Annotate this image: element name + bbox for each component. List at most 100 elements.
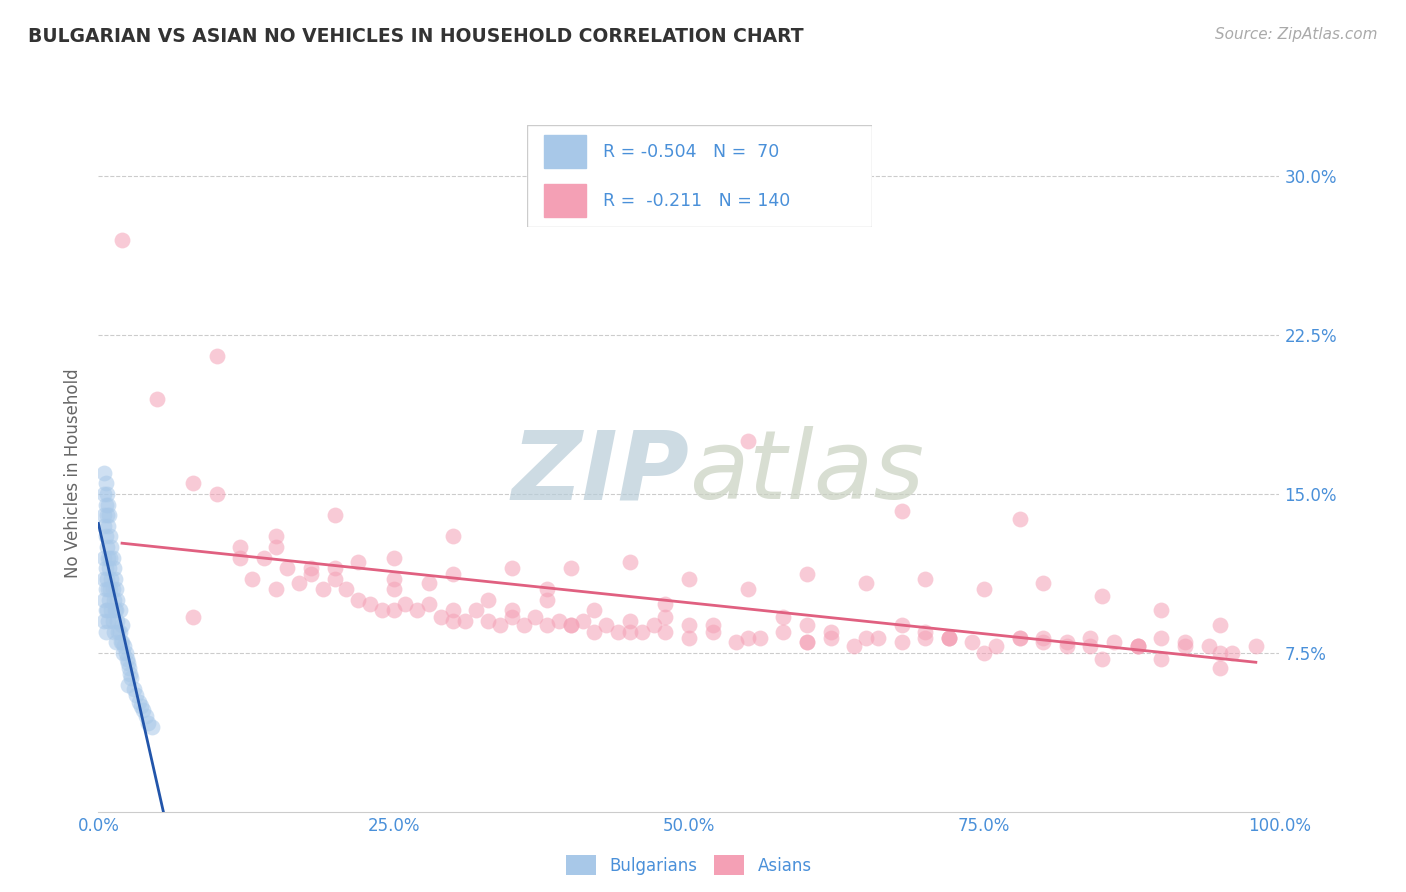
Point <box>406 603 429 617</box>
Point <box>105 603 128 617</box>
Point <box>855 576 877 591</box>
Point <box>93 614 115 628</box>
Point <box>654 624 676 639</box>
Point <box>702 618 724 632</box>
Point <box>890 635 912 649</box>
Point <box>512 618 534 632</box>
Point <box>855 631 877 645</box>
Point <box>105 592 128 607</box>
Point <box>1126 640 1149 654</box>
Text: BULGARIAN VS ASIAN NO VEHICLES IN HOUSEHOLD CORRELATION CHART: BULGARIAN VS ASIAN NO VEHICLES IN HOUSEH… <box>28 27 804 45</box>
Point <box>548 614 571 628</box>
Point <box>619 555 641 569</box>
Point <box>796 635 818 649</box>
Point <box>104 572 127 586</box>
Point <box>1080 631 1102 645</box>
Point <box>94 476 117 491</box>
Point <box>97 498 120 512</box>
Point <box>96 508 118 523</box>
Point <box>101 550 124 565</box>
Point <box>725 635 748 649</box>
Point <box>93 592 115 607</box>
Point <box>465 603 488 617</box>
Point <box>772 610 794 624</box>
Point <box>93 572 115 586</box>
Point <box>619 624 641 639</box>
Point <box>654 597 676 611</box>
Y-axis label: No Vehicles in Household: No Vehicles in Household <box>65 368 83 578</box>
Point <box>1220 646 1243 660</box>
Point <box>347 555 370 569</box>
Point <box>441 529 464 543</box>
Point <box>94 582 117 597</box>
Point <box>1174 635 1197 649</box>
Point <box>737 434 759 448</box>
Point <box>103 592 125 607</box>
Point <box>94 603 117 617</box>
Point <box>111 233 134 247</box>
Point <box>94 529 117 543</box>
Point <box>98 592 121 607</box>
Point <box>94 561 117 575</box>
Point <box>938 631 960 645</box>
Point <box>117 678 139 692</box>
Point <box>112 646 135 660</box>
Point <box>1198 640 1220 654</box>
Point <box>619 614 641 628</box>
Point <box>560 561 582 575</box>
Point <box>382 582 405 597</box>
Point <box>962 635 984 649</box>
Point <box>97 518 120 533</box>
Point <box>441 603 464 617</box>
Bar <box>544 136 586 168</box>
Point <box>114 646 136 660</box>
Point <box>1126 640 1149 654</box>
Point <box>560 618 582 632</box>
Point <box>501 610 523 624</box>
Point <box>501 603 523 617</box>
Point <box>1244 640 1267 654</box>
Point <box>105 635 128 649</box>
Text: atlas: atlas <box>689 426 924 519</box>
Point <box>299 561 322 575</box>
Point <box>1150 603 1173 617</box>
Point <box>96 572 118 586</box>
Point <box>264 582 287 597</box>
Point <box>820 624 842 639</box>
Point <box>524 610 547 624</box>
Point <box>98 529 121 543</box>
Point <box>1032 635 1054 649</box>
Point <box>253 550 276 565</box>
Point <box>323 572 346 586</box>
Point <box>702 624 724 639</box>
Point <box>110 635 132 649</box>
Point <box>181 610 204 624</box>
Point <box>583 603 606 617</box>
Point <box>1008 512 1031 526</box>
Point <box>477 592 499 607</box>
Point <box>678 618 700 632</box>
Point <box>229 540 252 554</box>
Point <box>1174 640 1197 654</box>
Point <box>1080 640 1102 654</box>
Point <box>359 597 381 611</box>
Point <box>141 720 163 734</box>
Point <box>276 561 298 575</box>
Point <box>299 567 322 582</box>
Point <box>323 508 346 523</box>
Point <box>748 631 770 645</box>
Point <box>560 618 582 632</box>
Point <box>93 550 115 565</box>
Point <box>441 614 464 628</box>
Point <box>118 660 141 674</box>
Point <box>100 603 122 617</box>
Point <box>323 561 346 575</box>
Point <box>104 603 127 617</box>
Point <box>347 592 370 607</box>
Point <box>96 540 118 554</box>
Point <box>1102 635 1125 649</box>
Point <box>678 572 700 586</box>
Point <box>240 572 263 586</box>
Point <box>1056 640 1078 654</box>
Point <box>630 624 652 639</box>
